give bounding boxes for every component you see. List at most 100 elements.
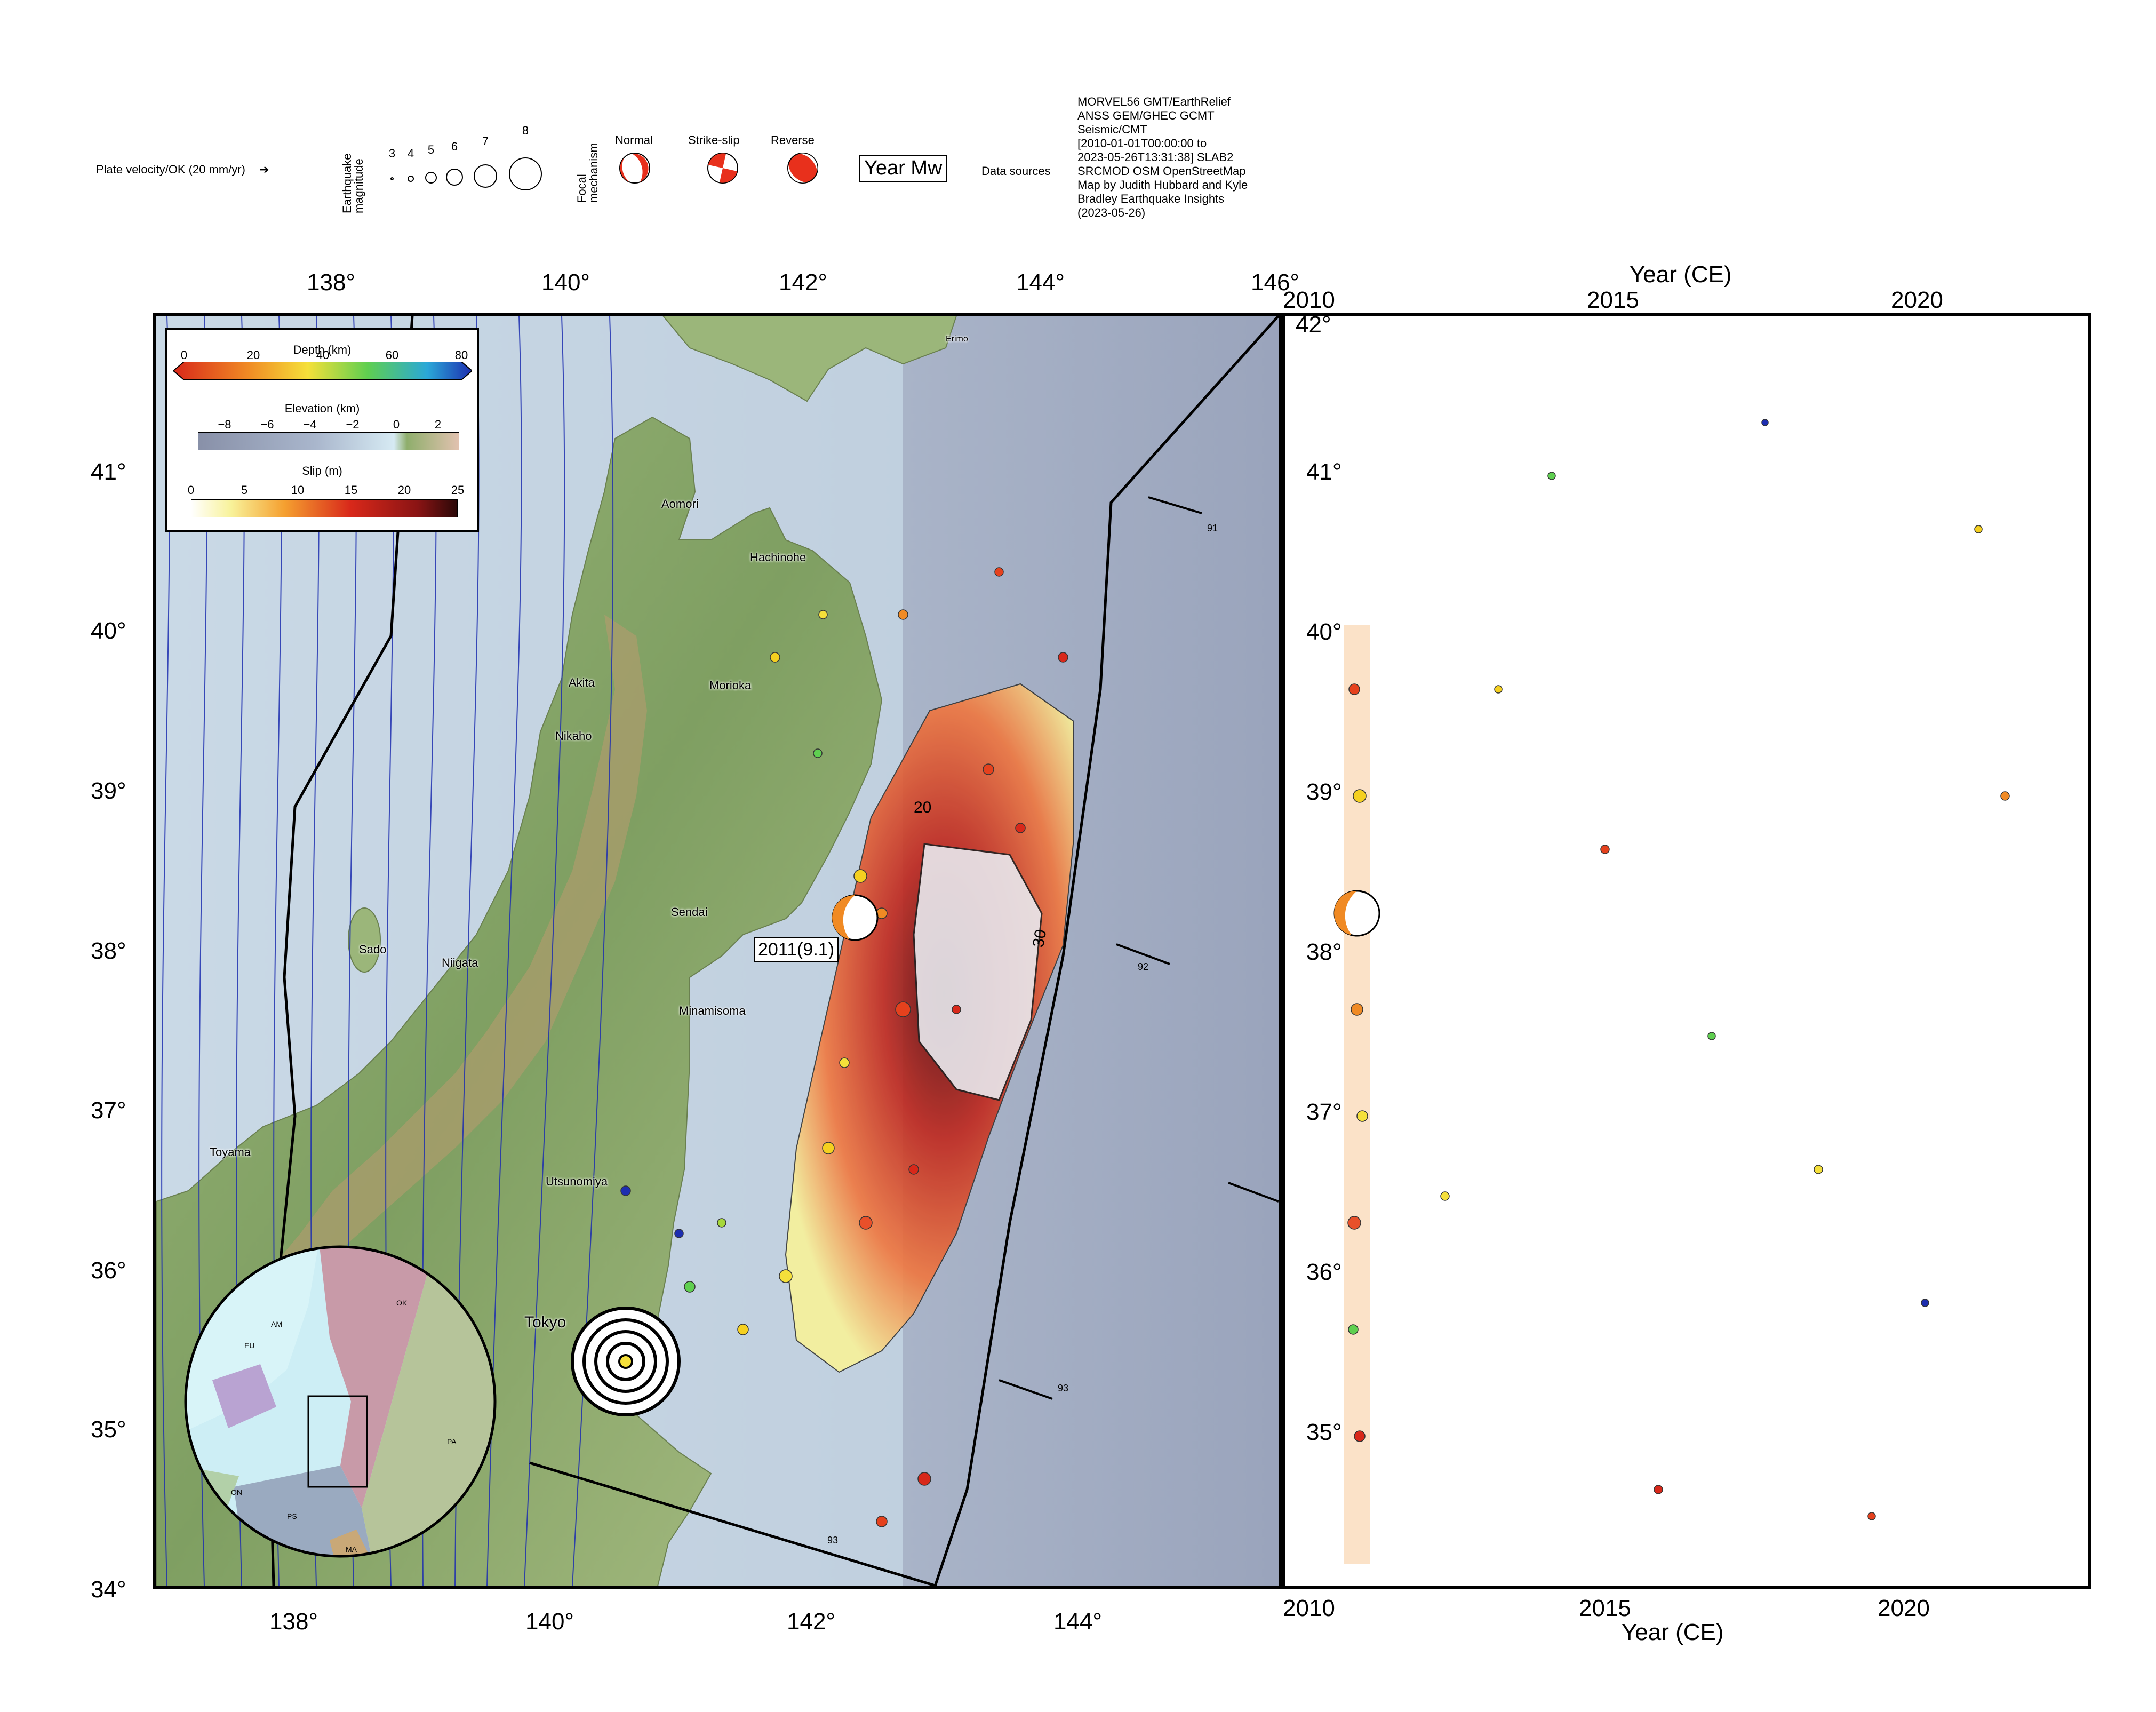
- reverse-beachball-icon: [787, 153, 818, 184]
- data-sources-text: MORVEL56 GMT/EarthRelief ANSS GEM/GHEC G…: [1077, 95, 1248, 220]
- mag-3-circle: [390, 177, 394, 180]
- time-lat-tick: 37°: [1306, 1099, 1342, 1125]
- city-label-minamisoma: Minamisoma: [679, 1004, 746, 1017]
- inset-plate-label: EU: [244, 1341, 254, 1350]
- slip-colorbar-title: Slip (m): [302, 464, 342, 477]
- time-lat-tick: 36°: [1306, 1259, 1342, 1285]
- lon-tick-top: 146°: [1251, 269, 1300, 296]
- slip-contour-label: 30: [1029, 928, 1050, 949]
- city-label-hachinohe: Hachinohe: [750, 551, 806, 564]
- time-panel-title: Year (CE): [1630, 261, 1732, 288]
- sado-island: [348, 907, 381, 973]
- data-source-line: Bradley Earthquake Insights: [1077, 192, 1225, 205]
- mag-6-label: 6: [451, 140, 458, 153]
- lon-tick-top: 142°: [779, 269, 828, 296]
- depth-tick: 40: [316, 348, 330, 362]
- time-tick-top: 2010: [1283, 287, 1335, 313]
- inset-pa-plate: [362, 1247, 495, 1556]
- mag-3-label: 3: [389, 147, 395, 160]
- plate-velocity-label: Plate velocity/OK (20 mm/yr): [96, 163, 245, 176]
- inset-plate-label: ON: [231, 1488, 242, 1496]
- focal-normal-label: Normal: [615, 133, 653, 147]
- slip-tick: 25: [451, 483, 465, 497]
- slip-tick: 10: [291, 483, 305, 497]
- data-source-line: ANSS GEM/GHEC GCMT: [1077, 109, 1215, 122]
- time-lat-tick: 42°: [1296, 313, 1331, 338]
- depth-tick: 80: [454, 348, 468, 362]
- velocity-arrow-icon: ➔: [259, 163, 269, 176]
- city-label-nikaho: Nikaho: [555, 729, 592, 743]
- time-mainshock-beachball: [1333, 890, 1380, 937]
- japan-trench: [933, 316, 1279, 1586]
- inset-plate-label: OK: [396, 1299, 408, 1307]
- time-panel[interactable]: 42° 41° 40° 39° 38° 37° 36° 35°: [1282, 313, 2091, 1589]
- mountain-ridge: [274, 593, 647, 1276]
- city-label-toyama: Toyama: [210, 1145, 251, 1159]
- data-source-line: MORVEL56 GMT/EarthRelief: [1077, 95, 1231, 108]
- lat-tick: 35°: [91, 1416, 126, 1443]
- time-dots: [1346, 419, 2010, 1520]
- time-lat-tick: 38°: [1306, 939, 1342, 965]
- city-label-tokyo: Tokyo: [524, 1313, 566, 1331]
- city-label-morioka: Morioka: [709, 679, 752, 692]
- mag-4-label: 4: [408, 147, 414, 160]
- time-lat-tick: 41°: [1306, 459, 1342, 485]
- data-source-line: Seismic/CMT: [1077, 123, 1147, 136]
- time-tick-top: 2015: [1587, 287, 1639, 313]
- inset-globe: AM OK EU PA PS ON MA: [184, 1245, 497, 1558]
- lon-tick-top: 138°: [307, 269, 356, 296]
- time-panel-xlabel: Year (CE): [1622, 1619, 1724, 1645]
- velocity-arrows: [999, 496, 1279, 1400]
- city-label-sendai: Sendai: [671, 905, 708, 919]
- depth-tick: 20: [246, 348, 260, 362]
- time-tick-top: 2020: [1891, 287, 1943, 313]
- depth-colorbar: [173, 362, 472, 380]
- mag-7-circle: [474, 164, 497, 188]
- slip-max-zone: [913, 843, 1043, 1101]
- city-label-utsunomiya: Utsunomiya: [546, 1175, 608, 1188]
- lon-tick-bottom: 142°: [787, 1609, 836, 1635]
- magnitude-title: Earthquake magnitude: [340, 153, 365, 213]
- mainshock-label: 2011(9.1): [754, 937, 839, 962]
- data-source-line: (2023-05-26): [1077, 206, 1146, 219]
- inset-plate-label: AM: [271, 1320, 282, 1328]
- slip-tick: 0: [187, 483, 195, 497]
- data-source-line: 2023-05-26T13:31:38] SLAB2: [1077, 150, 1234, 164]
- elevation-tick: −8: [218, 418, 231, 431]
- inset-ok-plate: [319, 1247, 436, 1508]
- lat-tick: 34°: [91, 1576, 126, 1603]
- earthquake-dots: [620, 567, 1068, 1527]
- year-mw-label: Year Mw: [859, 155, 948, 182]
- lat-tick: 37°: [91, 1097, 126, 1124]
- time-tick-bottom: 2010: [1283, 1595, 1335, 1621]
- time-lat-tick: 40°: [1306, 619, 1342, 645]
- data-source-line: Map by Judith Hubbard and Kyle: [1077, 178, 1248, 192]
- inset-plate-label: MA: [346, 1545, 357, 1554]
- time-tick-bottom: 2020: [1878, 1595, 1930, 1621]
- elevation-tick: −4: [303, 418, 317, 431]
- colorbar-legend-box: Depth (km) 0 20 40 60 80 Elevation (km) …: [165, 328, 479, 532]
- lat-tick: 40°: [91, 618, 126, 644]
- inset-map-extent: [307, 1395, 368, 1488]
- city-label-sado: Sado: [359, 943, 387, 956]
- mag-7-label: 7: [482, 134, 489, 148]
- slip-tick: 5: [241, 483, 248, 497]
- time-lat-tick: 39°: [1306, 779, 1342, 805]
- depth-tick: 0: [180, 348, 188, 362]
- strike-slip-beachball-icon: [707, 153, 738, 184]
- focal-title: Focal mechanism: [575, 142, 600, 203]
- data-source-line: [2010-01-01T00:00:00 to: [1077, 137, 1207, 150]
- elevation-tick: 2: [434, 418, 442, 431]
- city-label-akita: Akita: [569, 676, 595, 689]
- mag-4-circle: [408, 176, 414, 182]
- lat-tick: 38°: [91, 938, 126, 964]
- focal-strike-slip-label: Strike-slip: [688, 133, 740, 147]
- lon-tick-bottom: 138°: [269, 1609, 318, 1635]
- sagami-boundary: [529, 1461, 936, 1586]
- mag-8-label: 8: [522, 124, 529, 137]
- velocity-label: 93: [827, 1535, 839, 1546]
- lon-tick-bottom: 140°: [525, 1609, 574, 1635]
- time-lat-tick: 35°: [1306, 1419, 1342, 1445]
- velocity-label: 93: [1058, 1383, 1069, 1394]
- velocity-label: 91: [1207, 523, 1218, 533]
